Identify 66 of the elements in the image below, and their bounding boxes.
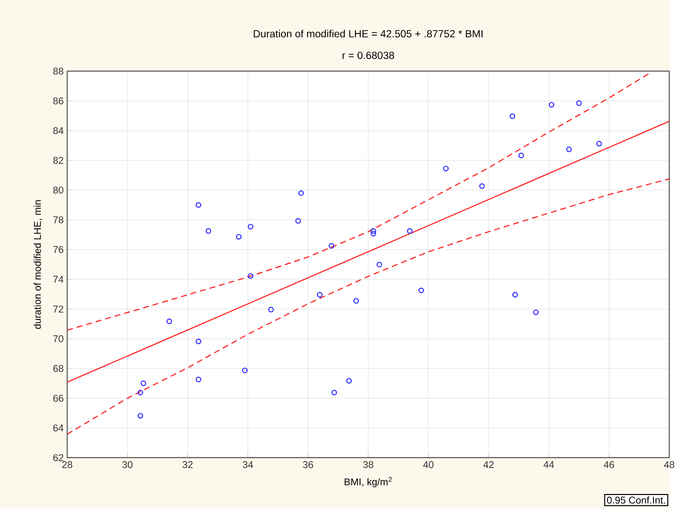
point <box>533 309 539 316</box>
y-tick-label: 88 <box>53 68 64 75</box>
x-tick-label: 36 <box>302 461 314 468</box>
point <box>242 368 248 374</box>
y-axis-title: duration of modified LHE, min <box>34 200 42 329</box>
point <box>295 218 301 224</box>
point <box>298 190 304 196</box>
point <box>248 224 254 230</box>
y-tick-label: 82 <box>53 156 64 164</box>
x-tick-label: 34 <box>242 461 254 468</box>
x-tick-label: 46 <box>604 461 614 468</box>
point <box>328 242 334 249</box>
y-tick-label: 70 <box>53 335 64 342</box>
point <box>331 390 338 396</box>
point <box>370 228 376 234</box>
y-tick-label: 74 <box>53 276 64 283</box>
y-tick-label: 68 <box>53 364 64 372</box>
text: 0.95 Conf.Int. <box>607 496 665 504</box>
point <box>512 292 518 298</box>
point <box>236 234 242 240</box>
point <box>443 166 449 172</box>
x-axis-title: BMI, kg/m$^{2}$ <box>344 476 392 488</box>
point <box>206 228 212 234</box>
y-tick-label: 76 <box>53 246 64 253</box>
x-tick-label: 28 <box>62 461 72 468</box>
point <box>196 338 202 344</box>
chart-title: Duration of modified LHE = 42.505 + .87752 * BMI <box>254 30 482 38</box>
point <box>138 412 144 419</box>
x-tick-label: 48 <box>664 461 674 468</box>
point <box>166 318 172 324</box>
y-tick-label: 86 <box>53 97 64 104</box>
point <box>346 378 352 384</box>
x-tick-label: 30 <box>122 461 133 468</box>
point <box>268 306 274 312</box>
point <box>566 146 572 152</box>
point <box>370 230 376 236</box>
point <box>518 152 524 158</box>
x-tick-label: 42 <box>483 461 494 468</box>
y-tick-label: 78 <box>53 216 64 224</box>
point <box>353 298 360 304</box>
point <box>196 376 202 382</box>
x-tick-label: 40 <box>423 461 434 468</box>
y-tick-label: 80 <box>53 186 64 194</box>
x-tick-label: 44 <box>544 461 554 468</box>
point <box>510 113 516 119</box>
y-tick-label: 62 <box>53 454 64 462</box>
point <box>196 202 202 208</box>
y-tick-label: 64 <box>53 424 64 432</box>
y-tick-label: 72 <box>53 306 64 312</box>
x-tick-label: 38 <box>363 461 374 468</box>
point <box>479 183 485 189</box>
y-tick-label: 84 <box>53 127 64 134</box>
point <box>316 292 323 298</box>
point <box>576 100 582 106</box>
chart-subtitle: r = 0.68038 <box>342 52 394 59</box>
point <box>548 102 554 108</box>
x-tick-label: 32 <box>182 461 193 468</box>
point <box>376 262 382 268</box>
point <box>596 140 602 146</box>
point <box>418 288 424 294</box>
point <box>248 273 254 279</box>
line-series <box>67 178 670 435</box>
point <box>140 380 146 386</box>
point <box>138 390 144 396</box>
y-tick-label: 66 <box>53 394 64 402</box>
point <box>406 228 413 234</box>
